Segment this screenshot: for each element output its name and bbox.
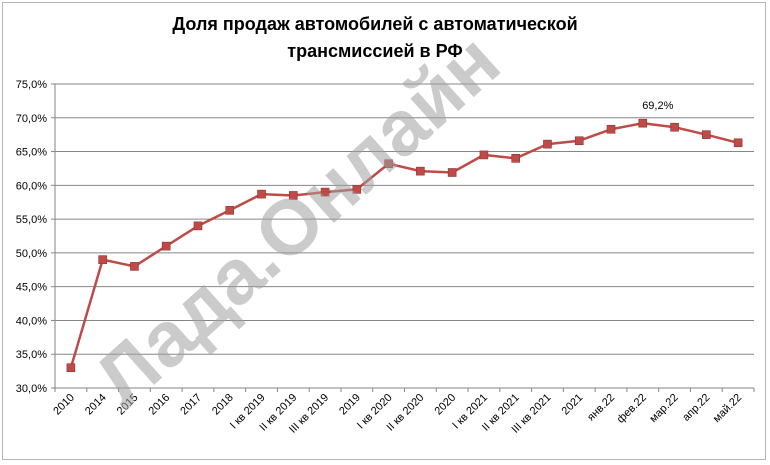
y-tick-label: 45,0% bbox=[16, 282, 47, 294]
data-point bbox=[702, 130, 711, 139]
y-tick-label: 55,0% bbox=[16, 214, 47, 226]
data-point bbox=[447, 168, 457, 177]
axes bbox=[51, 83, 755, 392]
data-point bbox=[384, 159, 393, 169]
y-tick-labels: 30,0% 35,0% 40,0% 45,0% 50,0% 55,0% 60,0% 65,0%… bbox=[16, 79, 47, 395]
y-tick-label: 40,0% bbox=[16, 315, 47, 327]
data-point bbox=[130, 262, 139, 271]
data-point bbox=[320, 187, 330, 197]
data-point bbox=[416, 166, 425, 176]
y-tick-label: 65,0% bbox=[16, 147, 47, 159]
data-point bbox=[479, 150, 489, 160]
series bbox=[66, 118, 743, 373]
y-tick-label: 30,0% bbox=[16, 383, 47, 395]
data-point bbox=[670, 122, 679, 132]
x-tick-label: 2017 bbox=[178, 392, 204, 418]
data-point bbox=[161, 241, 171, 251]
data-point bbox=[574, 136, 584, 146]
chart-frame: Доля продаж автомобилей с автоматической… bbox=[2, 2, 766, 460]
data-point bbox=[606, 124, 616, 134]
data-point bbox=[225, 206, 235, 215]
x-tick-label: янв.22 bbox=[585, 392, 617, 424]
x-tick-label: 2019 bbox=[337, 392, 363, 418]
chart-title-line-2: трансмиссией в РФ bbox=[287, 41, 463, 61]
data-label: 69,2% bbox=[642, 100, 673, 112]
data-point bbox=[511, 154, 521, 163]
data-point bbox=[733, 138, 743, 148]
data-point bbox=[98, 255, 107, 264]
x-tick-label: 2021 bbox=[560, 392, 586, 418]
data-point bbox=[66, 363, 76, 373]
data-point bbox=[543, 139, 552, 149]
x-tick-label: 2020 bbox=[432, 392, 458, 418]
series-line bbox=[69, 121, 739, 369]
data-point bbox=[193, 221, 203, 231]
x-tick-label: мар.22 bbox=[647, 392, 680, 425]
y-tick-label: 35,0% bbox=[16, 349, 47, 361]
chart-title-line-1: Доля продаж автомобилей с автоматической bbox=[172, 14, 578, 34]
y-tick-label: 75,0% bbox=[16, 79, 47, 91]
data-point bbox=[352, 185, 362, 194]
x-tick-label: 2018 bbox=[210, 392, 236, 418]
data-point bbox=[288, 191, 298, 200]
x-tick-label: апр.22 bbox=[680, 392, 712, 424]
data-point bbox=[638, 118, 648, 128]
data-point bbox=[257, 189, 266, 199]
data-labels: 69,2% bbox=[642, 100, 673, 112]
x-tick-label: фев.22 bbox=[615, 392, 649, 426]
x-tick-label: 2014 bbox=[83, 392, 109, 418]
watermark-text: Лада.Онлайн bbox=[78, 16, 516, 423]
y-tick-label: 70,0% bbox=[16, 113, 47, 125]
y-tick-label: 50,0% bbox=[16, 248, 47, 260]
watermark-layer: Лада.Онлайн bbox=[78, 16, 516, 423]
y-tick-label: 60,0% bbox=[16, 180, 47, 192]
chart-title: Доля продаж автомобилей с автоматической… bbox=[3, 11, 747, 65]
gridlines bbox=[55, 83, 754, 389]
x-tick-label: 2010 bbox=[51, 392, 77, 418]
x-tick-label: май.22 bbox=[711, 392, 744, 425]
